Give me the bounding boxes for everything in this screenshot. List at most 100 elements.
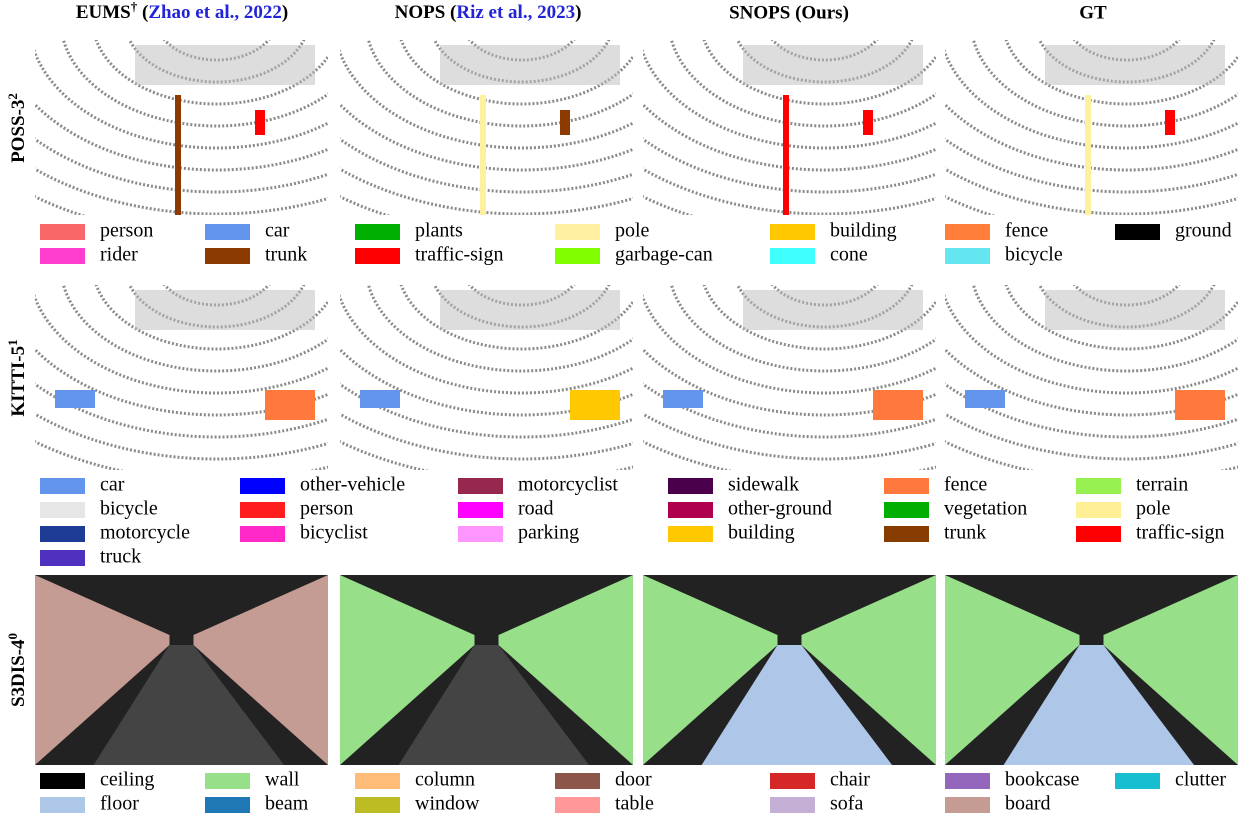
legend-swatch xyxy=(884,526,929,542)
legend-swatch xyxy=(555,773,600,789)
legend-swatch xyxy=(458,526,503,542)
legend-label: parking xyxy=(518,522,579,544)
scan-ring xyxy=(509,0,1141,236)
object xyxy=(480,95,486,215)
column-header: EUMS† (Zhao et al., 2022) xyxy=(76,0,288,23)
legend-label: cone xyxy=(830,244,868,266)
legend-label: person xyxy=(100,220,153,242)
legend-swatch xyxy=(1076,478,1121,494)
object xyxy=(1085,95,1091,215)
legend-swatch xyxy=(40,248,85,264)
figure: EUMS† (Zhao et al., 2022) NOPS (Riz et a… xyxy=(0,0,1252,816)
dataset: KITTI-5 xyxy=(8,346,29,417)
legend-label: bicycle xyxy=(1005,244,1063,266)
legend-swatch xyxy=(205,248,250,264)
legend-label: wall xyxy=(265,769,300,791)
legend-swatch xyxy=(40,526,85,542)
legend-swatch xyxy=(40,797,85,813)
legend-label: clutter xyxy=(1175,769,1226,791)
legend-swatch xyxy=(1076,502,1121,518)
column-header: GT xyxy=(1079,2,1107,23)
legend-label: column xyxy=(415,769,475,791)
citation[interactable]: Zhao et al., 2022 xyxy=(148,2,282,23)
scan-ring xyxy=(206,0,838,236)
method: EUMS xyxy=(76,2,131,23)
scan-ring xyxy=(29,137,405,393)
scan-ring xyxy=(0,0,501,214)
paren: ) xyxy=(282,2,288,23)
row-label: S3DIS-40 xyxy=(5,633,29,707)
legend-swatch xyxy=(945,797,990,813)
point-cloud-image xyxy=(811,0,1252,236)
legend-swatch xyxy=(1076,526,1121,542)
legend-label: bookcase xyxy=(1005,769,1080,791)
object xyxy=(255,110,265,135)
object xyxy=(570,390,620,420)
legend-swatch xyxy=(770,797,815,813)
panels xyxy=(0,0,1252,765)
legend-label: truck xyxy=(100,546,141,568)
scan-ring xyxy=(238,0,806,214)
scan-ring xyxy=(238,71,806,459)
legend-label: fence xyxy=(1005,220,1048,242)
object xyxy=(663,390,703,408)
object xyxy=(783,95,789,215)
legend-swatch xyxy=(458,478,503,494)
legend-swatch xyxy=(40,773,85,789)
object xyxy=(265,390,315,420)
legend-label: road xyxy=(518,498,554,520)
object xyxy=(360,390,400,408)
legend-label: motorcycle xyxy=(100,522,190,544)
row-label: POSS-32 xyxy=(5,93,29,163)
scan-ring xyxy=(573,0,1077,192)
legend-swatch xyxy=(555,248,600,264)
legend-label: pole xyxy=(615,220,650,242)
legend-label: bicyclist xyxy=(300,522,368,544)
object xyxy=(873,390,923,420)
legend-swatch xyxy=(770,773,815,789)
legend-swatch xyxy=(770,248,815,264)
scan-ring xyxy=(0,0,533,236)
legend-label: car xyxy=(100,474,125,496)
legend-label: vegetation xyxy=(944,498,1027,520)
legend-label: person xyxy=(300,498,353,520)
legend-label: ground xyxy=(1175,220,1232,242)
legend-label: window xyxy=(415,793,480,815)
point-cloud-image xyxy=(945,575,1238,765)
dataset: POSS-3 xyxy=(8,100,29,163)
legend-swatch xyxy=(555,797,600,813)
legend-swatch xyxy=(205,773,250,789)
scan-ring xyxy=(811,0,1252,236)
background-points xyxy=(1045,290,1225,330)
legend-label: motorcyclist xyxy=(518,474,618,496)
method: NOPS ( xyxy=(395,2,457,23)
legend-swatch xyxy=(240,502,285,518)
citation[interactable]: Riz et al., 2023 xyxy=(456,2,575,23)
legend-swatch xyxy=(240,478,285,494)
legend-swatch xyxy=(240,526,285,542)
legend-label: sidewalk xyxy=(728,474,799,496)
legend-label: building xyxy=(830,220,897,242)
sup: 0 xyxy=(5,633,20,640)
legend-label: other-vehicle xyxy=(300,474,405,496)
legend-swatch xyxy=(40,550,85,566)
background-points xyxy=(440,45,620,85)
legend-label: terrain xyxy=(1136,474,1188,496)
scan-ring xyxy=(907,115,1252,415)
scan-ring xyxy=(541,0,1109,214)
sup: 2 xyxy=(5,93,20,100)
object xyxy=(55,390,95,408)
background-points xyxy=(135,45,315,85)
scan-ring xyxy=(270,0,774,192)
legend-label: table xyxy=(615,793,654,815)
legend-label: traffic-sign xyxy=(415,244,504,266)
paren: ) xyxy=(575,2,581,23)
object xyxy=(1175,390,1225,420)
legend-swatch xyxy=(40,224,85,240)
column-header: SNOPS (Ours) xyxy=(729,2,849,23)
legend-label: chair xyxy=(830,769,870,791)
legend-swatch xyxy=(668,526,713,542)
legend-label: car xyxy=(265,220,290,242)
legend-label: board xyxy=(1005,793,1051,815)
legend-swatch xyxy=(355,224,400,240)
